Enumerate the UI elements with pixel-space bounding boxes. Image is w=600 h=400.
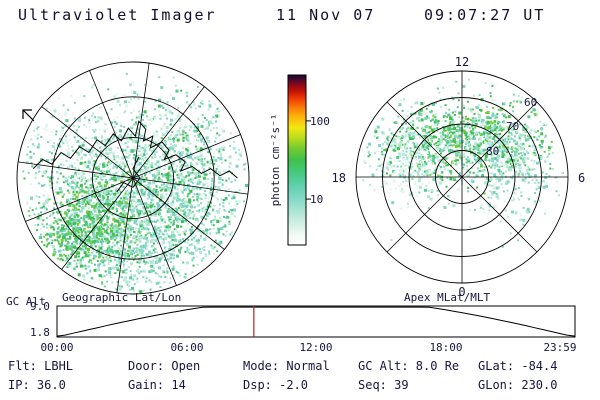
status-ip: IP: 36.0 <box>8 378 66 392</box>
status-seq: Seq: 39 <box>358 378 409 392</box>
apex-polar-plot: 12 18 6 0 60 70 80 <box>332 55 586 299</box>
status-flt: Flt: LBHL <box>8 359 74 373</box>
polar-grid-apex <box>355 70 569 284</box>
status-dsp: Dsp: -2.0 <box>243 378 309 392</box>
colorbar-gradient <box>287 74 307 246</box>
colorbar-tick-marks <box>306 120 311 200</box>
status-gain: Gain: 14 <box>128 378 186 392</box>
colorbar-axis-label: photon cm⁻²s⁻¹ <box>269 114 282 207</box>
time-tick-1800: 18:00 <box>429 341 463 354</box>
altitude-panel <box>56 305 576 338</box>
status-glat: GLat: -84.4 <box>478 359 558 373</box>
altitude-ytick-1: 1.8 <box>30 326 50 339</box>
mlt-label-0: 0 <box>458 285 465 299</box>
mlt-label-6: 6 <box>578 171 585 185</box>
geographic-polar-plot <box>16 61 250 295</box>
mlat-label-80: 80 <box>486 145 499 158</box>
polar-grid-geographic <box>16 61 250 295</box>
header-date: 11 Nov 07 <box>276 6 376 24</box>
time-tick-1200: 12:00 <box>299 341 333 354</box>
status-glon: GLon: 230.0 <box>478 378 558 392</box>
colorbar-tick-10: 10 <box>310 193 323 206</box>
caption-geographic: Geographic Lat/Lon <box>62 291 182 304</box>
time-tick-0000: 00:00 <box>40 341 74 354</box>
time-tick-2359: 23:59 <box>543 341 577 354</box>
altitude-ylabel: GC Alt <box>6 295 46 308</box>
status-gcalt: GC Alt: 8.0 Re <box>358 359 460 373</box>
coastline-antarctica <box>32 120 238 193</box>
mlt-label-12: 12 <box>455 55 469 69</box>
colorbar: photon cm⁻²s⁻¹ 100 10 <box>269 74 330 246</box>
mlat-label-70: 70 <box>506 120 519 133</box>
aurora-dots-apex <box>362 78 564 248</box>
mlt-label-18: 18 <box>332 171 346 185</box>
mlat-label-60: 60 <box>524 96 537 109</box>
header-time: 09:07:27 UT <box>424 6 546 24</box>
status-door: Door: Open <box>128 359 201 373</box>
caption-apex: Apex MLat/MLT <box>404 291 491 304</box>
altitude-panel-frame <box>56 305 576 338</box>
direction-arrow-icon <box>22 109 35 122</box>
time-tick-0600: 06:00 <box>170 341 204 354</box>
app-title: Ultraviolet Imager <box>18 6 217 24</box>
colorbar-tick-100: 100 <box>310 115 330 128</box>
altitude-ytick-9: 9.0 <box>30 300 50 313</box>
status-mode: Mode: Normal <box>243 359 330 373</box>
altitude-curve <box>56 306 576 337</box>
